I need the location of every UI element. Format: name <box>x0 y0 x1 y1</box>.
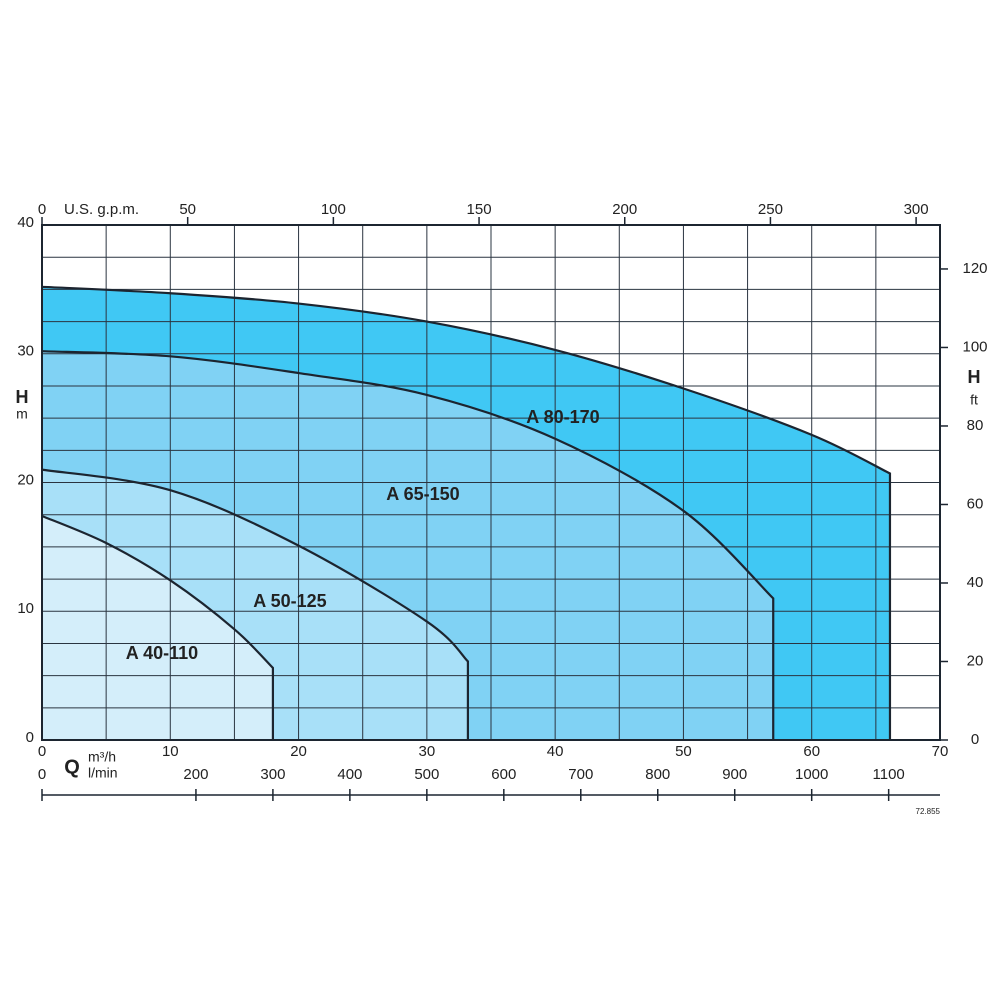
x-tick-label: 40 <box>547 743 564 760</box>
x2-tick-label: 250 <box>758 201 783 218</box>
x2-label: U.S. g.p.m. <box>64 201 139 218</box>
y-label: H <box>16 387 29 407</box>
x-tick-label: 70 <box>932 743 949 760</box>
x3-tick-label: 400 <box>337 766 362 783</box>
y-tick-label: 30 <box>17 343 34 360</box>
y-unit: m <box>16 406 28 422</box>
x2-tick-label: 50 <box>179 201 196 218</box>
y2-tick-label: 100 <box>962 338 987 355</box>
x3-tick-label: 500 <box>414 766 439 783</box>
x2-tick-label: 200 <box>612 201 637 218</box>
y2-unit: ft <box>970 392 978 408</box>
x3-tick-label: 200 <box>183 766 208 783</box>
x3-tick-label: 700 <box>568 766 593 783</box>
y2-tick-label: 80 <box>967 417 984 434</box>
curve-edge <box>41 514 275 740</box>
x3-tick-label: 1000 <box>795 766 828 783</box>
x3-tick-label: 300 <box>260 766 285 783</box>
y2-tick-label: 0 <box>971 731 979 748</box>
y-tick-label: 20 <box>17 471 34 488</box>
x3-tick-label: 1100 <box>873 766 905 783</box>
y-tick-label: 40 <box>17 214 34 231</box>
x2-tick-label: 100 <box>321 201 346 218</box>
x-tick-label: 60 <box>803 743 820 760</box>
plot-frame <box>41 224 941 741</box>
y2-label: H <box>968 367 981 387</box>
x2-tick-label: 300 <box>904 201 929 218</box>
x2-tick-label: 150 <box>467 201 492 218</box>
y2-tick-label: 60 <box>967 495 984 512</box>
x3-tick-label: 0 <box>38 766 46 783</box>
x3-label: l/min <box>88 765 118 781</box>
y2-tick-label: 40 <box>967 574 984 591</box>
x-tick-label: 20 <box>290 743 307 760</box>
x-tick-label: 0 <box>38 743 46 760</box>
curve-edge <box>41 468 470 740</box>
series-label: A 40-110 <box>126 643 198 663</box>
curve-edge <box>41 350 775 740</box>
y-tick-label: 0 <box>26 729 34 746</box>
x-tick-label: 10 <box>162 743 179 760</box>
y2-tick-label: 20 <box>967 652 984 669</box>
x3-tick-label: 600 <box>491 766 516 783</box>
y2-tick-label: 120 <box>962 260 987 277</box>
q-label: Q <box>64 756 80 778</box>
code-label: 72.855 <box>916 807 941 816</box>
series-label: A 65-150 <box>386 484 459 504</box>
x-tick-label: 30 <box>419 743 436 760</box>
series-label: A 50-125 <box>253 591 326 611</box>
area <box>42 515 273 740</box>
y-tick-label: 10 <box>17 600 34 617</box>
x3-tick-label: 800 <box>645 766 670 783</box>
x-label: m³/h <box>88 749 116 765</box>
x-tick-label: 50 <box>675 743 692 760</box>
grid <box>41 224 941 741</box>
x3-tick-label: 900 <box>722 766 747 783</box>
curve-edge <box>41 285 892 740</box>
x2-tick-label: 0 <box>38 201 46 218</box>
series-label: A 80-170 <box>526 407 599 427</box>
